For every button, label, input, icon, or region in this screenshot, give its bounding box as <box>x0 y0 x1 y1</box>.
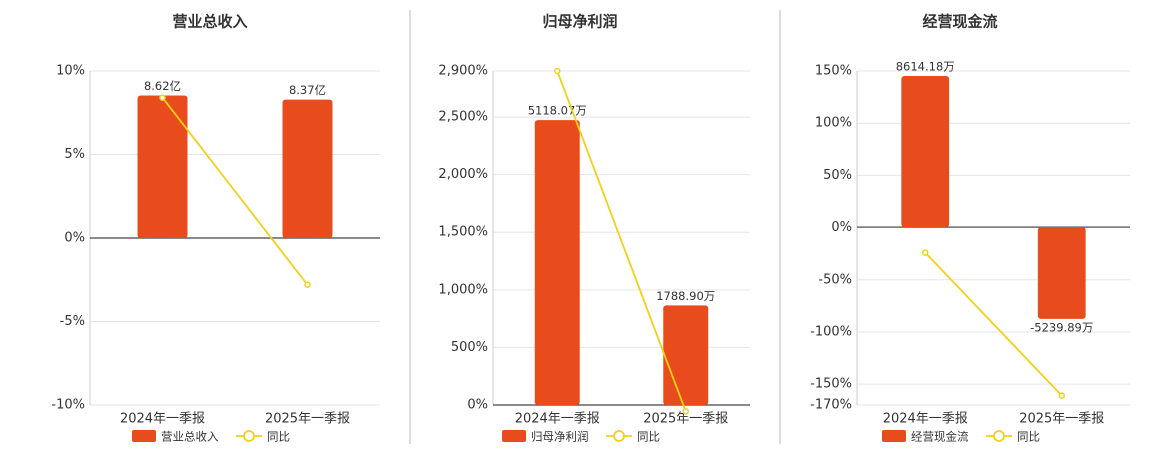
line-point <box>159 94 166 101</box>
x-tick-label: 2024年一季报 <box>120 412 205 427</box>
x-tick-label: 2025年一季报 <box>265 412 350 427</box>
bar <box>282 99 333 238</box>
legend-point <box>993 430 1005 442</box>
y-tick-label: -150% <box>810 377 852 392</box>
value-label: 5118.07万 <box>528 104 587 118</box>
line <box>161 97 309 286</box>
legend-swatch <box>882 430 906 442</box>
line-point <box>922 249 929 256</box>
chart-title: 归母净利润 <box>542 13 617 31</box>
x-tick-label: 2025年一季报 <box>643 412 728 427</box>
value-label: 1788.90万 <box>656 289 715 303</box>
y-tick-label: 50% <box>823 168 852 183</box>
y-tick-label: 500% <box>451 340 488 355</box>
legend-point <box>613 430 625 442</box>
bar <box>137 95 188 239</box>
legend-label: 同比 <box>637 430 660 444</box>
line <box>556 70 687 412</box>
y-tick-label: 0% <box>831 220 852 235</box>
legend-label: 营业总收入 <box>161 430 219 444</box>
y-tick-label: 0% <box>64 231 85 246</box>
chart-title: 经营现金流 <box>922 13 997 31</box>
value-label: 8.62亿 <box>144 79 181 93</box>
y-tick-label: 5% <box>64 147 85 162</box>
chart-title: 营业总收入 <box>172 13 247 31</box>
value-label: -5239.89万 <box>1030 320 1093 334</box>
line <box>924 251 1063 397</box>
value-label: 8.37亿 <box>289 83 326 97</box>
bar <box>901 76 950 228</box>
y-tick-label: 1,000% <box>438 282 488 297</box>
y-tick-label: 2,500% <box>438 110 488 125</box>
x-tick-label: 2024年一季报 <box>883 412 968 427</box>
legend-label: 同比 <box>1017 430 1040 444</box>
y-tick-label: 2,000% <box>438 167 488 182</box>
bar <box>1037 227 1086 319</box>
y-tick-label: -5% <box>60 314 85 329</box>
y-tick-label: 1,500% <box>438 225 488 240</box>
legend-label: 经营现金流 <box>911 430 969 444</box>
legend-swatch <box>132 430 156 442</box>
y-tick-label: 100% <box>815 116 852 131</box>
line-point <box>682 408 689 415</box>
legend-swatch <box>502 430 526 442</box>
y-tick-label: 0% <box>467 398 488 413</box>
y-tick-label: -50% <box>818 272 852 287</box>
bar <box>534 120 580 405</box>
y-tick-label: -170% <box>810 398 852 413</box>
y-tick-label: -100% <box>810 324 852 339</box>
legend-label: 归母净利润 <box>531 430 589 444</box>
x-tick-label: 2024年一季报 <box>515 412 600 427</box>
legend-point <box>243 430 255 442</box>
legend-label: 同比 <box>267 430 290 444</box>
x-tick-label: 2025年一季报 <box>1019 412 1104 427</box>
line-point <box>1058 392 1065 399</box>
line-point <box>304 281 311 289</box>
y-tick-label: 10% <box>56 64 85 79</box>
y-tick-label: -10% <box>51 398 85 413</box>
y-tick-label: 2,900% <box>438 64 488 79</box>
value-label: 8614.18万 <box>896 60 955 74</box>
bar <box>663 305 709 405</box>
line-point <box>554 67 561 75</box>
y-tick-label: 150% <box>815 64 852 79</box>
